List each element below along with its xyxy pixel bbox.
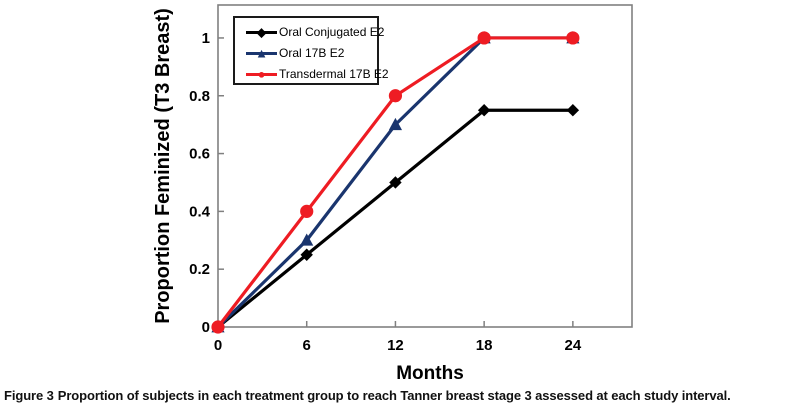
legend-label: Transdermal 17B E2: [279, 66, 389, 81]
data-point-circle: [300, 204, 314, 218]
triangle-marker-icon: ▲: [246, 46, 277, 60]
plot-area: 0 6 12 18 24 0 0.2 0.4 0.6 0.8 1: [189, 4, 633, 354]
y-tick-label: 0.2: [189, 261, 210, 278]
y-tick-label: 1: [202, 30, 210, 47]
x-axis-title: Months: [396, 363, 464, 384]
diamond-marker-icon: ◆: [246, 25, 277, 39]
y-tick-label: 0.4: [189, 203, 211, 220]
data-point-triangle: [300, 233, 314, 246]
figure-caption-text: Proportion of subjects in each treatment…: [57, 388, 731, 403]
data-point-triangle: [388, 117, 403, 131]
legend-item-transdermal-17b-e2: ● Transdermal 17B E2: [246, 63, 389, 84]
data-point-diamond: [389, 176, 402, 189]
circle-marker-icon: ●: [246, 67, 277, 81]
x-tick-label: 24: [565, 337, 582, 354]
figure-caption-label: Figure 3: [4, 388, 54, 403]
data-point-diamond: [477, 104, 491, 117]
data-point-circle: [388, 89, 403, 103]
x-tick-label: 12: [387, 337, 404, 354]
data-point-circle: [211, 320, 225, 334]
series-line-0: [216, 108, 575, 329]
legend-item-oral-conjugated-e2: ◆ Oral Conjugated E2: [246, 21, 384, 42]
legend-item-oral-17b-e2: ▲ Oral 17B E2: [246, 42, 377, 63]
plot-border: [217, 4, 633, 328]
data-point-circle: [566, 31, 580, 45]
legend-label: Oral Conjugated E2: [279, 24, 385, 39]
legend-label: Oral 17B E2: [279, 45, 345, 60]
x-tick-label: 0: [214, 337, 222, 354]
figure-caption: Figure 3 Proportion of subjects in each t…: [4, 388, 792, 403]
y-tick-label: 0.8: [189, 88, 210, 105]
y-tick-label: 0.6: [189, 146, 210, 163]
data-point-circle: [477, 31, 491, 45]
x-tick-label: 18: [476, 337, 493, 354]
data-point-diamond: [566, 104, 580, 117]
legend: ◆ Oral Conjugated E2 ▲ Oral 17B E2 ● Tra…: [233, 16, 389, 85]
data-point-diamond: [300, 248, 313, 261]
line-chart: 0 6 12 18 24 0 0.2 0.4 0.6 0.8 1 Proportion Femini…: [152, 4, 633, 384]
y-axis-title: Proportion Feminized (T3 Breast): [152, 8, 174, 324]
x-tick-label: 6: [303, 337, 311, 354]
y-tick-label: 0: [202, 319, 210, 336]
